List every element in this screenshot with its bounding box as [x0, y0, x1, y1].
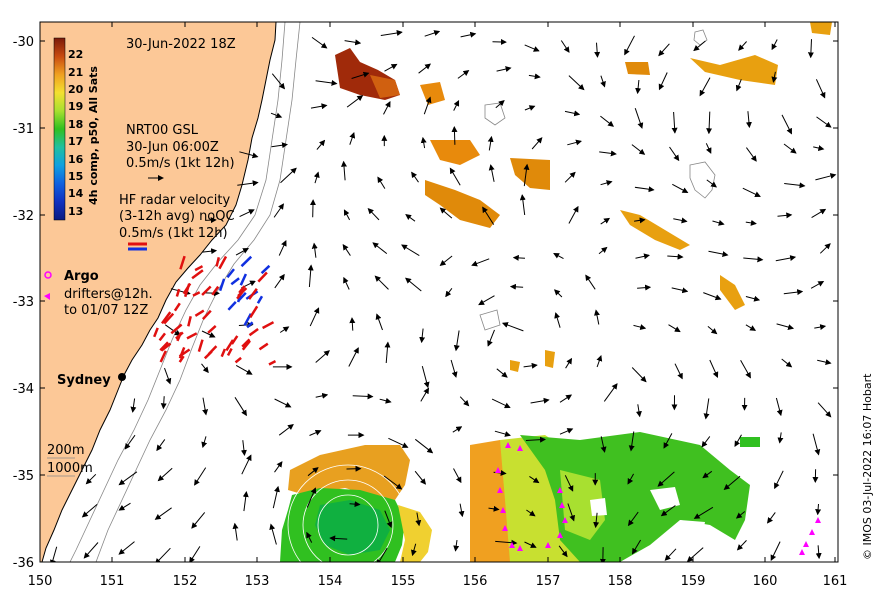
lat-label: -35: [13, 469, 34, 484]
nrt-legend-line: 30-Jun 06:00Z: [126, 140, 219, 155]
colorbar-tick: 14: [68, 187, 84, 200]
colorbar-tick: 18: [68, 118, 83, 131]
depth-label: 200m: [47, 443, 84, 458]
hf-legend-line: (3-12h avg) noQC: [119, 209, 235, 224]
lon-label: 159: [681, 574, 706, 589]
lat-label: -30: [13, 35, 34, 50]
place-label-sydney: Sydney: [57, 373, 111, 388]
lat-axis-labels: -30 -31 -32 -33 -34 -35 -36: [13, 35, 34, 571]
current-arrow: [454, 127, 455, 145]
colorbar-tick: 19: [68, 100, 83, 113]
lon-label: 152: [173, 574, 198, 589]
lon-label: 151: [100, 574, 125, 589]
current-arrow: [514, 258, 525, 259]
depth-label: 1000m: [47, 461, 93, 476]
colorbar-tick: 20: [68, 83, 84, 96]
credit-text: © IMOS 03-Jul-2022 16:07 Hobart: [861, 373, 874, 560]
lon-label: 150: [28, 574, 53, 589]
date-label: 30-Jun-2022 18Z: [126, 37, 236, 52]
colorbar-tick: 15: [68, 170, 83, 183]
colorbar-tick: 17: [68, 135, 83, 148]
lon-label: 161: [823, 574, 848, 589]
sydney-marker: [118, 373, 126, 381]
hf-legend: HF radar velocity (3-12h avg) noQC 0.5m/…: [119, 193, 235, 249]
lat-label: -34: [13, 382, 34, 397]
lon-label: 158: [608, 574, 633, 589]
lon-label: 155: [391, 574, 416, 589]
colorbar-title: 4h comp, p50, All Sats: [87, 66, 100, 205]
lat-label: -33: [13, 295, 34, 310]
lon-label: 156: [463, 574, 488, 589]
nrt-legend-line: 0.5m/s (1kt 12h): [126, 156, 235, 171]
nrt-legend-line: NRT00 GSL: [126, 123, 199, 138]
lon-axis-labels: 150 151 152 153 154 155 156 157 158 159 …: [28, 574, 848, 589]
lat-label: -31: [13, 122, 34, 137]
lon-label: 153: [245, 574, 270, 589]
lat-label: -32: [13, 209, 34, 224]
colorbar-tick: 13: [68, 205, 83, 218]
colorbar-tick: 22: [68, 48, 83, 61]
lat-label: -36: [13, 556, 34, 571]
argo-label: Argo: [64, 269, 99, 284]
lon-label: 160: [753, 574, 778, 589]
plot-area: [40, 22, 838, 585]
drifter-legend-line: to 01/07 12Z: [64, 303, 148, 318]
colorbar-tick: 16: [68, 153, 84, 166]
colorbar-tick: 21: [68, 66, 83, 79]
lon-label: 157: [536, 574, 561, 589]
hf-legend-line: 0.5m/s (1kt 12h): [119, 226, 228, 241]
hf-legend-line: HF radar velocity: [119, 193, 231, 208]
lon-label: 154: [318, 574, 343, 589]
drifter-legend-line: drifters@12h.: [64, 287, 153, 302]
current-arrow: [511, 287, 523, 288]
colorbar-scale: [54, 38, 65, 220]
